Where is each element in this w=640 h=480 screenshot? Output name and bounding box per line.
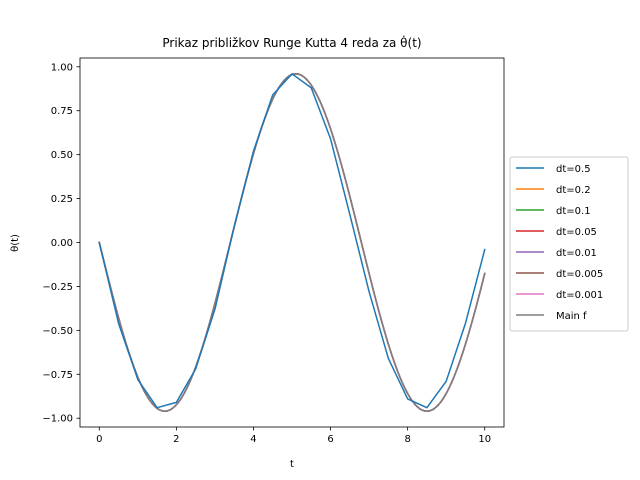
legend-entry-label: dt=0.5 bbox=[556, 164, 591, 175]
plot-frame bbox=[79, 57, 505, 428]
y-tick-label: −0.25 bbox=[42, 282, 73, 293]
x-tick-label: 0 bbox=[96, 434, 102, 445]
x-tick-label: 4 bbox=[250, 434, 256, 445]
y-tick-label: −0.50 bbox=[42, 326, 73, 337]
chart-title: Prikaz približkov Runge Kutta 4 reda za … bbox=[162, 35, 421, 50]
series-line-dt-0-5 bbox=[98, 73, 486, 409]
legend-entry-label: dt=0.1 bbox=[556, 206, 591, 217]
y-tick-label: −1.00 bbox=[42, 414, 73, 425]
x-axis: 0 2 4 6 8 10 bbox=[96, 427, 491, 445]
series-line-dt-0-05 bbox=[98, 73, 486, 412]
y-tick-label: 0.75 bbox=[51, 106, 73, 117]
x-tick-label: 10 bbox=[478, 434, 491, 445]
y-tick-label: 1.00 bbox=[51, 62, 73, 73]
legend-box bbox=[509, 156, 629, 332]
series-line-dt-0-2 bbox=[98, 73, 486, 412]
y-tick-label: 0.00 bbox=[51, 238, 73, 249]
series-line-dt-0-001 bbox=[98, 73, 486, 412]
legend-entry-label: dt=0.001 bbox=[556, 290, 603, 301]
series-line-main-f bbox=[98, 73, 486, 412]
series-line-dt-0-01 bbox=[98, 73, 486, 412]
y-tick-label: 0.25 bbox=[51, 194, 73, 205]
y-tick-label: 0.50 bbox=[51, 150, 73, 161]
legend-entry-label: dt=0.005 bbox=[556, 269, 603, 280]
y-axis: 1.00 0.75 0.50 0.25 0.00 −0.25 −0.50 −0.75 −1.00 bbox=[42, 62, 80, 425]
legend-entry-label: dt=0.2 bbox=[556, 185, 591, 196]
plot-area bbox=[98, 73, 486, 412]
y-tick-label: −0.75 bbox=[42, 370, 73, 381]
x-tick-label: 2 bbox=[173, 434, 179, 445]
legend: dt=0.5 dt=0.2 dt=0.1 dt=0.05 dt=0.01 dt=0.005… bbox=[509, 156, 629, 332]
legend-entry-label: Main f bbox=[556, 311, 587, 322]
legend-entry-label: dt=0.01 bbox=[556, 248, 597, 259]
series-line-dt-0-1 bbox=[98, 73, 486, 412]
x-tick-label: 6 bbox=[327, 434, 333, 445]
x-axis-label: t bbox=[290, 459, 294, 470]
series-line-dt-0-005 bbox=[98, 73, 486, 412]
y-axis-label: θ(t) bbox=[10, 234, 21, 252]
x-tick-label: 8 bbox=[404, 434, 410, 445]
legend-entry-label: dt=0.05 bbox=[556, 227, 597, 238]
